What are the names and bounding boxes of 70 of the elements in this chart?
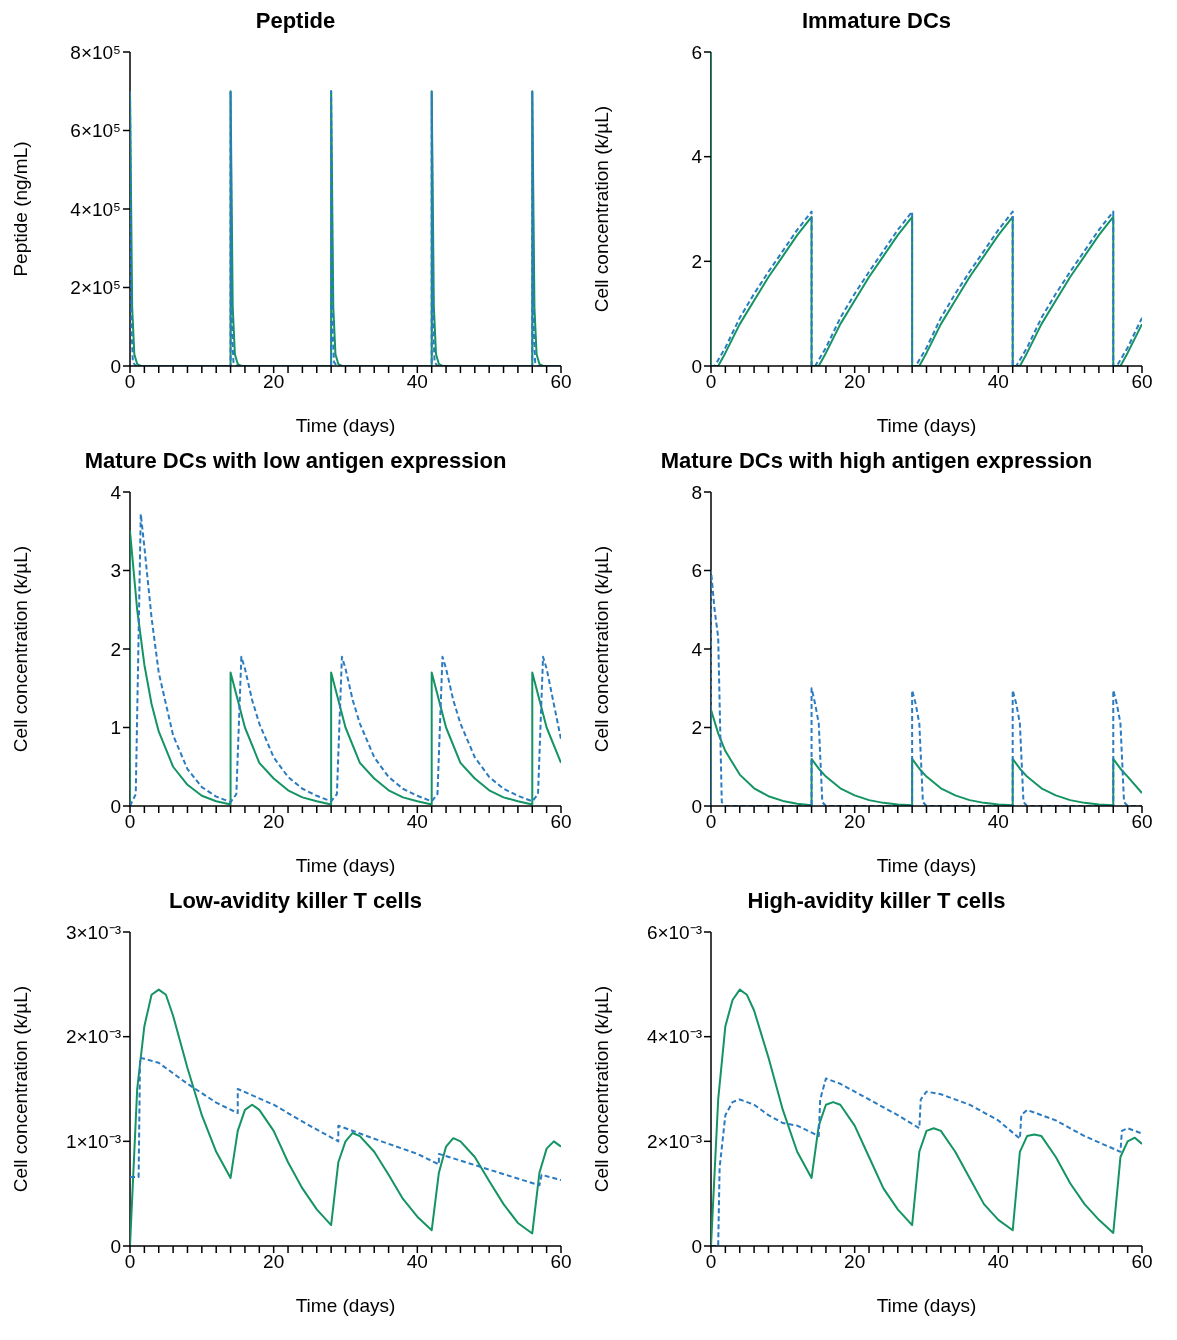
y-tick-label: 2 [110, 638, 121, 660]
y-tick-label: 4×10⁻³ [646, 1026, 702, 1048]
y-tick-label: 3×10⁻³ [65, 921, 121, 943]
y-tick-label: 6 [691, 560, 702, 582]
x-tick-label: 20 [263, 811, 285, 833]
y-tick-label: 0 [691, 355, 702, 377]
y-tick-label: 6 [691, 41, 702, 63]
y-axis-title: Cell concentration (k/µL) [9, 545, 31, 753]
x-axis-title: Time (days) [876, 1295, 977, 1316]
y-tick-label: 2×10⁻³ [65, 1026, 121, 1048]
x-tick-label: 0 [124, 811, 136, 833]
y-tick-label: 1×10⁻³ [65, 1131, 121, 1153]
x-tick-label: 0 [705, 811, 717, 833]
y-tick-label: 2 [691, 717, 702, 739]
x-axis-title: Time (days) [295, 1295, 396, 1316]
y-tick-label: 3 [110, 560, 121, 582]
x-axis-title: Time (days) [876, 415, 977, 436]
y-axis-title: Cell concentration (k/µL) [590, 985, 612, 1193]
y-tick-label: 0 [110, 355, 121, 377]
y-tick-label: 0 [110, 795, 121, 817]
x-tick-label: 60 [550, 371, 572, 393]
y-tick-label: 2 [691, 251, 702, 273]
y-tick-label: 2×10⁵ [70, 277, 121, 299]
y-tick-label: 8×10⁵ [70, 41, 121, 63]
y-tick-label: 0 [110, 1235, 121, 1257]
chart-title: Low-avidity killer T cells [167, 888, 424, 915]
y-axis-title: Peptide (ng/mL) [9, 141, 31, 277]
y-tick-label: 1 [110, 717, 121, 739]
x-tick-label: 40 [406, 811, 428, 833]
x-axis-title: Time (days) [295, 855, 396, 876]
x-tick-label: 40 [987, 1251, 1009, 1273]
x-tick-label: 40 [987, 371, 1009, 393]
x-tick-label: 60 [550, 1251, 572, 1273]
x-tick-label: 20 [844, 371, 866, 393]
y-tick-label: 8 [691, 481, 702, 503]
y-axis-title: Cell concentration (k/µL) [590, 105, 612, 313]
x-tick-label: 20 [844, 811, 866, 833]
y-tick-label: 6×10⁵ [70, 120, 121, 142]
x-axis-title: Time (days) [295, 415, 396, 436]
chart-title: Immature DCs [800, 8, 953, 35]
chart-title: Mature DCs with low antigen expression [83, 448, 508, 475]
x-tick-label: 40 [987, 811, 1009, 833]
x-tick-label: 40 [406, 371, 428, 393]
x-tick-label: 0 [705, 1251, 717, 1273]
x-tick-label: 20 [263, 1251, 285, 1273]
y-tick-label: 4×10⁵ [70, 198, 121, 220]
y-tick-label: 4 [110, 481, 122, 503]
x-tick-label: 60 [1131, 811, 1153, 833]
x-tick-label: 0 [124, 371, 136, 393]
x-tick-label: 40 [406, 1251, 428, 1273]
y-tick-label: 0 [691, 1235, 702, 1257]
chart-title: Peptide [254, 8, 337, 35]
y-axis-title: Cell concentration (k/µL) [9, 985, 31, 1193]
y-tick-label: 0 [691, 795, 702, 817]
chart-title: Mature DCs with high antigen expression [659, 448, 1094, 475]
x-tick-label: 60 [1131, 371, 1153, 393]
line-series [130, 1056, 561, 1187]
y-axis-title: Cell concentration (k/µL) [590, 545, 612, 753]
x-tick-label: 0 [124, 1251, 136, 1273]
x-tick-label: 60 [1131, 1251, 1153, 1273]
x-tick-label: 0 [705, 371, 717, 393]
x-tick-label: 20 [844, 1251, 866, 1273]
x-tick-label: 60 [550, 811, 572, 833]
x-axis-title: Time (days) [876, 855, 977, 876]
y-tick-label: 4 [691, 638, 703, 660]
y-tick-label: 4 [691, 146, 703, 168]
y-tick-label: 6×10⁻³ [646, 921, 702, 943]
y-tick-label: 2×10⁻³ [646, 1131, 702, 1153]
chart-title: High-avidity killer T cells [746, 888, 1007, 915]
x-tick-label: 20 [263, 371, 285, 393]
